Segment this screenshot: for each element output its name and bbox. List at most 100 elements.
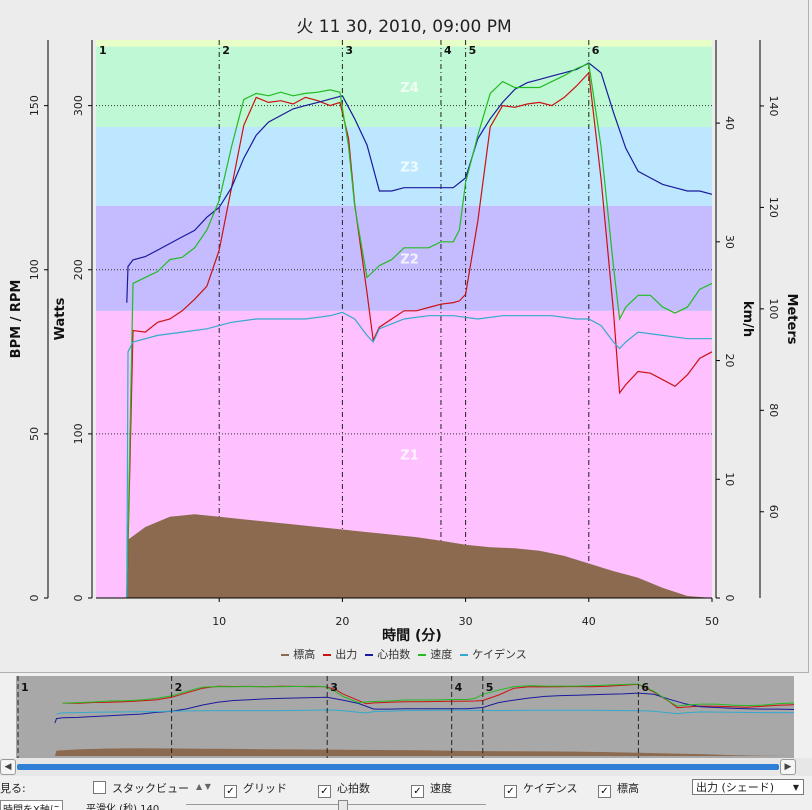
overview-series-line bbox=[56, 709, 794, 715]
y-axis-label-meters: Meters bbox=[784, 294, 799, 345]
overview-background bbox=[16, 676, 794, 758]
x-tick-label: 30 bbox=[459, 615, 473, 628]
y-tick-label: 0 bbox=[72, 595, 85, 602]
lap-label: 3 bbox=[345, 44, 353, 57]
x-tick-label: 50 bbox=[705, 615, 719, 628]
series-line bbox=[126, 62, 713, 599]
series-line bbox=[126, 62, 713, 303]
lap-label: 1 bbox=[99, 44, 107, 57]
legend: 標高 出力 心拍数 速度 ケイデンス bbox=[0, 646, 808, 662]
checkmark-icon[interactable]: ✓ bbox=[318, 785, 331, 798]
chart-controls: 見る: スタックビュー ▲ ▼ ✓ グリッド ✓ 心拍数 ✓ 速度 ✓ ケイデンス ✓ 標… bbox=[0, 776, 812, 810]
smoothing-slider[interactable] bbox=[186, 804, 486, 805]
chart-panel: 火 11 30, 2010, 09:00 PM Z1 Z2 Z3 Z4 1 2 3 4 5 6 10… bbox=[0, 0, 809, 673]
legend-item: 心拍数 bbox=[365, 648, 410, 661]
zone-label: Z1 bbox=[400, 448, 418, 463]
legend-swatch bbox=[365, 654, 374, 656]
legend-label: 標高 bbox=[293, 648, 316, 661]
cadence-checkbox[interactable]: ✓ ケイデンス bbox=[504, 780, 578, 798]
smoothing-label: 平滑化 (秒) 140 bbox=[86, 804, 160, 810]
y-tick-label: 200 bbox=[72, 259, 85, 280]
speed-checkbox[interactable]: ✓ 速度 bbox=[411, 780, 452, 798]
overview-series-line bbox=[62, 683, 794, 709]
y-tick-label: 120 bbox=[767, 197, 780, 218]
overview-lap-label: 5 bbox=[486, 681, 494, 694]
zone-band-5 bbox=[96, 40, 712, 47]
overview-altitude-area bbox=[54, 748, 794, 756]
y-tick-label: 30 bbox=[723, 235, 736, 249]
smoothing-slider-handle[interactable] bbox=[338, 800, 348, 810]
y-axis-label-bpm_rpm: BPM / RPM bbox=[9, 280, 24, 359]
y-tick-label: 40 bbox=[723, 116, 736, 130]
scroll-thumb[interactable] bbox=[17, 764, 779, 770]
overview-series-line bbox=[54, 692, 794, 724]
zone-band-3 bbox=[96, 126, 712, 206]
hr-checkbox[interactable]: ✓ 心拍数 bbox=[318, 780, 370, 798]
legend-item: ケイデンス bbox=[460, 648, 527, 661]
scroll-left-button[interactable]: ◀ bbox=[0, 759, 16, 775]
stack-view-label: スタックビュー bbox=[112, 782, 189, 795]
zone-label: Z3 bbox=[400, 160, 418, 175]
y-axis-label-watts: Watts bbox=[53, 297, 68, 340]
y-tick-label: 300 bbox=[72, 95, 85, 116]
cadence-label: ケイデンス bbox=[523, 782, 578, 795]
chevron-down-icon[interactable]: ▼ bbox=[792, 783, 799, 792]
altitude-checkbox[interactable]: ✓ 標高 bbox=[598, 780, 639, 798]
y-tick-label: 140 bbox=[767, 95, 780, 116]
zone-band-4 bbox=[96, 46, 712, 127]
chart-title: 火 11 30, 2010, 09:00 PM bbox=[296, 17, 512, 37]
legend-swatch bbox=[460, 654, 469, 656]
overview-series-line bbox=[62, 683, 794, 707]
series-select[interactable]: 出力 (シェード) ▼ bbox=[692, 779, 804, 795]
scroll-right-button[interactable]: ▶ bbox=[780, 759, 796, 775]
y-tick-label: 0 bbox=[723, 595, 736, 602]
overview-lap-label: 4 bbox=[455, 681, 463, 694]
zone-label: Z2 bbox=[400, 252, 418, 267]
y-tick-label: 0 bbox=[28, 595, 41, 602]
legend-item: 出力 bbox=[323, 648, 357, 661]
y-tick-label: 50 bbox=[28, 427, 41, 441]
legend-swatch bbox=[281, 654, 290, 656]
legend-label: ケイデンス bbox=[472, 648, 527, 661]
legend-swatch bbox=[323, 654, 332, 656]
x-axis-label: 時間 (分) bbox=[382, 627, 442, 644]
legend-label: 出力 bbox=[335, 648, 358, 661]
checkmark-icon[interactable]: ✓ bbox=[598, 785, 611, 798]
time-scrollbar[interactable]: ◀ ▶ bbox=[0, 758, 812, 776]
y-tick-label: 100 bbox=[72, 423, 85, 444]
x-tick-label: 20 bbox=[335, 615, 349, 628]
checkbox-unchecked-icon[interactable] bbox=[93, 781, 106, 794]
y-tick-label: 100 bbox=[28, 259, 41, 280]
checkmark-icon[interactable]: ✓ bbox=[224, 785, 237, 798]
x-axis-select[interactable]: 時間をX軸に bbox=[0, 800, 63, 810]
zone-label: Z4 bbox=[400, 81, 418, 96]
overview-chart[interactable]: 1 2 3 4 5 6 bbox=[16, 676, 794, 758]
grid-checkbox[interactable]: ✓ グリッド bbox=[224, 780, 287, 798]
legend-label: 速度 bbox=[430, 648, 453, 661]
grid-label: グリッド bbox=[243, 782, 287, 795]
series-line bbox=[126, 71, 713, 599]
lap-label: 5 bbox=[469, 44, 477, 57]
stepper-arrows-icon[interactable]: ▲ ▼ bbox=[196, 782, 211, 791]
stack-view-checkbox[interactable]: スタックビュー bbox=[93, 780, 189, 796]
altitude-label: 標高 bbox=[617, 782, 639, 795]
series-select-value: 出力 (シェード) bbox=[696, 781, 775, 794]
overview-lap-label: 6 bbox=[641, 681, 649, 694]
lap-label: 6 bbox=[592, 44, 600, 57]
y-tick-label: 80 bbox=[767, 403, 780, 417]
checkmark-icon[interactable]: ✓ bbox=[411, 785, 424, 798]
overview-lap-label: 3 bbox=[330, 681, 338, 694]
hr-label: 心拍数 bbox=[337, 782, 370, 795]
checkmark-icon[interactable]: ✓ bbox=[504, 785, 517, 798]
overview-lap-label: 1 bbox=[21, 681, 29, 694]
y-tick-label: 10 bbox=[723, 472, 736, 486]
y-tick-label: 150 bbox=[28, 95, 41, 116]
view-label: 見る: bbox=[0, 782, 26, 795]
y-tick-label: 100 bbox=[767, 298, 780, 319]
x-tick-label: 10 bbox=[212, 615, 226, 628]
overview-lap-label: 2 bbox=[175, 681, 183, 694]
controls-row-2: 時間をX軸に 平滑化 (秒) 140 bbox=[0, 800, 812, 810]
x-tick-label: 40 bbox=[582, 615, 596, 628]
y-tick-label: 60 bbox=[767, 505, 780, 519]
